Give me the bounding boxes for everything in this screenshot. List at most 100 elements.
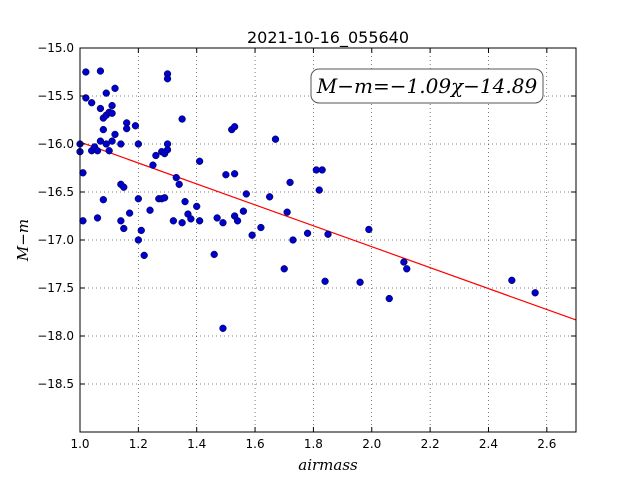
data-point xyxy=(125,209,134,217)
x-axis-label: airmass xyxy=(298,456,358,474)
data-point xyxy=(315,186,323,194)
data-point xyxy=(289,236,297,244)
data-point xyxy=(169,217,178,225)
data-point xyxy=(219,219,227,227)
data-point xyxy=(324,230,332,238)
data-point xyxy=(105,147,113,155)
data-point xyxy=(321,277,329,285)
data-point xyxy=(123,124,131,133)
data-point xyxy=(120,183,128,191)
data-point xyxy=(99,125,107,134)
y-tick-label: −16.5 xyxy=(37,185,74,199)
data-point xyxy=(385,294,393,303)
x-tick-label: 1.0 xyxy=(70,437,89,451)
data-point xyxy=(271,135,280,143)
grid xyxy=(79,47,576,432)
data-point xyxy=(160,194,169,202)
data-point xyxy=(178,115,186,123)
data-point xyxy=(131,122,140,130)
data-point xyxy=(195,157,204,165)
data-points xyxy=(76,67,539,332)
data-point xyxy=(233,217,242,225)
x-tick-label: 1.8 xyxy=(304,437,323,451)
data-point xyxy=(280,265,288,273)
data-point xyxy=(117,217,125,225)
data-point xyxy=(152,151,160,160)
data-point xyxy=(230,170,239,178)
data-point xyxy=(108,101,116,110)
x-tick-label: 1.4 xyxy=(187,437,206,451)
data-point xyxy=(508,276,516,284)
data-point xyxy=(79,217,87,225)
data-point xyxy=(219,324,227,332)
data-point xyxy=(239,207,248,215)
data-point xyxy=(134,140,143,148)
data-point xyxy=(108,109,116,117)
data-point xyxy=(134,236,143,244)
data-point xyxy=(195,217,204,225)
data-point xyxy=(187,215,195,223)
data-point xyxy=(175,180,183,188)
data-point xyxy=(140,251,148,260)
data-point xyxy=(303,229,312,237)
x-tick-label: 1.2 xyxy=(129,437,148,451)
data-point xyxy=(96,137,105,145)
data-point xyxy=(79,169,87,177)
data-point xyxy=(88,99,96,107)
x-tick-label: 2.0 xyxy=(362,437,381,451)
data-point xyxy=(163,146,172,154)
data-point xyxy=(93,147,102,155)
data-point xyxy=(531,289,539,297)
data-point xyxy=(265,193,274,201)
data-point xyxy=(93,214,102,222)
data-point xyxy=(365,225,373,234)
data-point xyxy=(102,140,110,148)
data-point xyxy=(111,84,119,92)
data-point xyxy=(149,161,157,169)
x-tick-label: 2.2 xyxy=(421,437,440,451)
data-point xyxy=(178,219,186,227)
data-point xyxy=(108,137,116,145)
y-tick-label: −18.5 xyxy=(37,377,74,391)
data-point xyxy=(283,208,291,216)
data-point xyxy=(82,68,90,76)
data-point xyxy=(172,173,180,182)
data-point xyxy=(318,166,326,174)
data-point xyxy=(111,130,119,139)
data-point xyxy=(137,226,145,235)
y-tick-label: −15.5 xyxy=(37,89,74,103)
data-point xyxy=(222,171,230,179)
data-point xyxy=(96,67,105,75)
fit-annotation-text: M−m=−1.09χ−14.89 xyxy=(316,74,538,98)
y-axis-label: M−m xyxy=(14,219,32,262)
x-tick-label: 2.4 xyxy=(479,437,498,451)
data-point xyxy=(286,178,294,187)
y-tick-label: −15.0 xyxy=(37,41,74,55)
data-point xyxy=(213,214,221,222)
fit-annotation-box xyxy=(310,68,544,104)
y-tick-label: −17.5 xyxy=(37,281,74,295)
data-point xyxy=(403,265,411,273)
y-tick-label: −18.0 xyxy=(37,329,74,343)
data-point xyxy=(242,190,250,198)
data-point xyxy=(120,224,128,233)
data-point xyxy=(193,202,201,211)
data-point xyxy=(163,75,172,83)
x-tick-label: 2.6 xyxy=(537,437,556,451)
axis-ticks: 1.0 1.2 1.4 1.6 1.8 2.0 2.2 2.4 2.6 −15.0 −15.5 −16… xyxy=(37,41,576,451)
data-point xyxy=(102,89,110,97)
x-tick-label: 1.6 xyxy=(246,437,265,451)
data-point xyxy=(96,104,105,113)
data-point xyxy=(146,206,154,214)
data-point xyxy=(400,258,408,266)
data-point xyxy=(248,231,256,239)
data-point xyxy=(257,223,265,232)
chart-title: 2021-10-16_055640 xyxy=(247,28,409,48)
data-point xyxy=(134,195,143,203)
data-point xyxy=(99,196,107,204)
data-point xyxy=(181,197,189,206)
y-tick-label: −17.0 xyxy=(37,233,74,247)
y-tick-label: −16.0 xyxy=(37,137,74,151)
data-point xyxy=(356,278,364,286)
